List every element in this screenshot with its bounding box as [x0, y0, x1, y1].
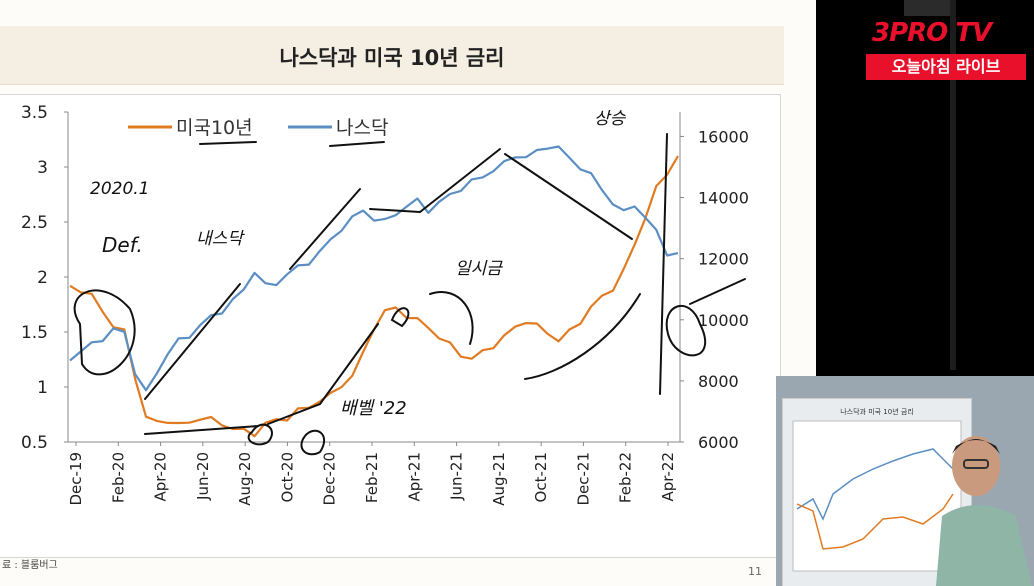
chart-frame: [0, 94, 781, 558]
pip-rate-line: [796, 493, 954, 550]
presenter-figure: [936, 436, 1032, 586]
panel-divider: [950, 0, 956, 370]
x-tick-label: Aug-20: [236, 452, 254, 506]
ink-stroke: [429, 291, 474, 345]
ink-stroke: [689, 278, 746, 305]
x-tick-label: Jun-21: [448, 452, 466, 501]
ink-stroke: [289, 188, 361, 270]
left-tick-label: 1.5: [21, 323, 48, 343]
right-tick-label: 8000: [698, 372, 739, 391]
chart-series: [69, 145, 679, 438]
left-tick-label: 2.5: [21, 213, 48, 233]
ink-stroke: [144, 425, 259, 435]
x-tick-label: Dec-20: [321, 452, 339, 506]
ink-stroke: [665, 304, 707, 357]
ink-stroke: [144, 283, 241, 400]
slide-title: 나스닥과 미국 10년 금리: [279, 46, 505, 70]
ink-stroke: [300, 429, 326, 456]
status-box: [904, 0, 950, 16]
right-tick-label: 6000: [698, 433, 739, 452]
x-tick-label: Feb-21: [363, 452, 381, 503]
right-tick-label: 14000: [698, 189, 749, 208]
left-tick-label: 2: [37, 268, 48, 288]
pip-slide-title: 나스닥과 미국 10년 금리: [840, 408, 914, 416]
left-tick-label: 0.5: [21, 433, 48, 453]
x-tick-label: Feb-22: [617, 452, 635, 503]
x-tick-label: Feb-20: [109, 452, 127, 503]
handwritten-note: 내스닥: [196, 229, 245, 249]
x-tick-label: Oct-20: [278, 452, 296, 502]
channel-logo: 3PRO TV: [872, 18, 992, 48]
ink-stroke: [524, 293, 641, 380]
left-tick-label: 3: [37, 158, 48, 178]
ink-stroke: [504, 153, 633, 240]
ink-stroke: [73, 289, 136, 376]
right-tick-label: 12000: [698, 250, 749, 269]
ink-stroke: [419, 148, 501, 213]
series-line-nasdaq: [69, 145, 679, 392]
x-tick-label: Apr-22: [659, 452, 677, 502]
left-tick-label: 1: [37, 378, 48, 398]
source-note: 료 : 블룸버그: [2, 560, 58, 571]
series-line-rate: [69, 155, 679, 438]
right-tick-label: 16000: [698, 127, 749, 146]
legend-label: 나스닥: [336, 117, 388, 139]
pip-nasdaq-line: [796, 448, 954, 521]
right-tick-label: 10000: [698, 311, 749, 330]
legend-label: 미국10년: [176, 117, 253, 139]
chart-legend: 미국10년 나스닥: [128, 117, 388, 139]
chart-svg: 0.5 1 1.5 2 2.5 3 3.5 6000 8000 10000 12000 14000 16…: [21, 103, 749, 506]
handwritten-note: 배벨 '22: [340, 398, 407, 419]
x-tick-label: Dec-19: [67, 452, 85, 506]
x-tick-label: Apr-21: [405, 452, 423, 502]
handwritten-note: 상승: [594, 109, 627, 129]
handwritten-note: Def.: [102, 233, 143, 257]
x-tick-label: Jun-20: [194, 452, 212, 501]
title-band: [0, 26, 784, 85]
ink-stroke: [329, 141, 385, 147]
presenter-video: 나스닥과 미국 10년 금리: [776, 376, 1034, 586]
ink-stroke: [267, 323, 379, 425]
left-tick-label: 3.5: [21, 103, 48, 123]
ink-stroke: [369, 208, 421, 213]
ink-stroke: [199, 141, 257, 145]
x-tick-label: Dec-21: [574, 452, 592, 506]
ink-stroke: [247, 423, 273, 446]
page-number: 11: [748, 565, 762, 578]
handwritten-note: 2020.1: [90, 179, 149, 199]
ink-stroke: [659, 133, 668, 395]
handwritten-note: 일시금: [455, 259, 503, 279]
x-tick-label: Apr-20: [152, 452, 170, 502]
program-badge: 오늘아침 라이브: [866, 54, 1026, 80]
chart-axes: 0.5 1 1.5 2 2.5 3 3.5 6000 8000 10000 12000 14000 16…: [21, 103, 749, 506]
x-tick-label: Oct-21: [532, 452, 550, 502]
x-tick-label: Aug-21: [490, 452, 508, 506]
pip-chart-thumb: [792, 420, 962, 572]
ink-stroke: [390, 307, 410, 328]
